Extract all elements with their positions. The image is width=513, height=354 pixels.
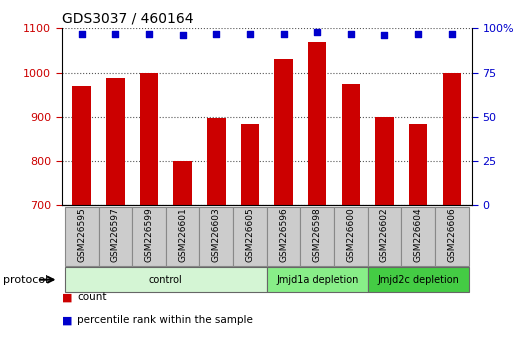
Text: GSM226603: GSM226603 <box>212 208 221 262</box>
Bar <box>375 117 394 205</box>
Text: GSM226600: GSM226600 <box>346 208 356 262</box>
Text: GSM226601: GSM226601 <box>178 208 187 262</box>
Text: percentile rank within the sample: percentile rank within the sample <box>77 315 253 325</box>
Text: Jmjd1a depletion: Jmjd1a depletion <box>276 275 359 285</box>
Point <box>280 31 288 36</box>
Bar <box>267 267 368 292</box>
Text: ■: ■ <box>62 315 72 325</box>
Bar <box>342 84 360 205</box>
Bar <box>301 207 334 266</box>
Point <box>347 31 355 36</box>
Bar <box>368 267 468 292</box>
Text: GSM226605: GSM226605 <box>245 208 254 262</box>
Text: control: control <box>149 275 183 285</box>
Bar <box>207 118 226 205</box>
Point <box>179 33 187 38</box>
Text: GSM226598: GSM226598 <box>313 208 322 262</box>
Point <box>448 31 456 36</box>
Text: GSM226604: GSM226604 <box>413 208 423 262</box>
Bar <box>308 42 326 205</box>
Bar <box>334 207 368 266</box>
Text: ■: ■ <box>62 292 72 302</box>
Bar <box>401 207 435 266</box>
Bar <box>65 267 267 292</box>
Bar <box>274 59 293 205</box>
Text: GSM226596: GSM226596 <box>279 208 288 262</box>
Point <box>212 31 221 36</box>
Bar <box>267 207 301 266</box>
Text: GSM226606: GSM226606 <box>447 208 456 262</box>
Bar <box>132 207 166 266</box>
Bar <box>98 207 132 266</box>
Bar <box>409 124 427 205</box>
Bar <box>443 73 461 205</box>
Text: protocol: protocol <box>3 275 48 285</box>
Text: Jmjd2c depletion: Jmjd2c depletion <box>377 275 459 285</box>
Bar <box>233 207 267 266</box>
Bar <box>106 78 125 205</box>
Bar <box>200 207 233 266</box>
Text: GDS3037 / 460164: GDS3037 / 460164 <box>62 12 193 26</box>
Point <box>246 31 254 36</box>
Bar <box>435 207 468 266</box>
Point <box>381 33 389 38</box>
Bar <box>368 207 401 266</box>
Point <box>145 31 153 36</box>
Text: GSM226602: GSM226602 <box>380 208 389 262</box>
Bar <box>72 86 91 205</box>
Bar <box>166 207 200 266</box>
Bar <box>65 207 98 266</box>
Point <box>77 31 86 36</box>
Text: GSM226597: GSM226597 <box>111 208 120 262</box>
Text: GSM226599: GSM226599 <box>145 208 153 262</box>
Text: GSM226595: GSM226595 <box>77 208 86 262</box>
Bar <box>173 161 192 205</box>
Point <box>414 31 422 36</box>
Text: count: count <box>77 292 107 302</box>
Bar <box>140 73 159 205</box>
Point <box>111 31 120 36</box>
Point <box>313 29 321 35</box>
Bar <box>241 124 259 205</box>
